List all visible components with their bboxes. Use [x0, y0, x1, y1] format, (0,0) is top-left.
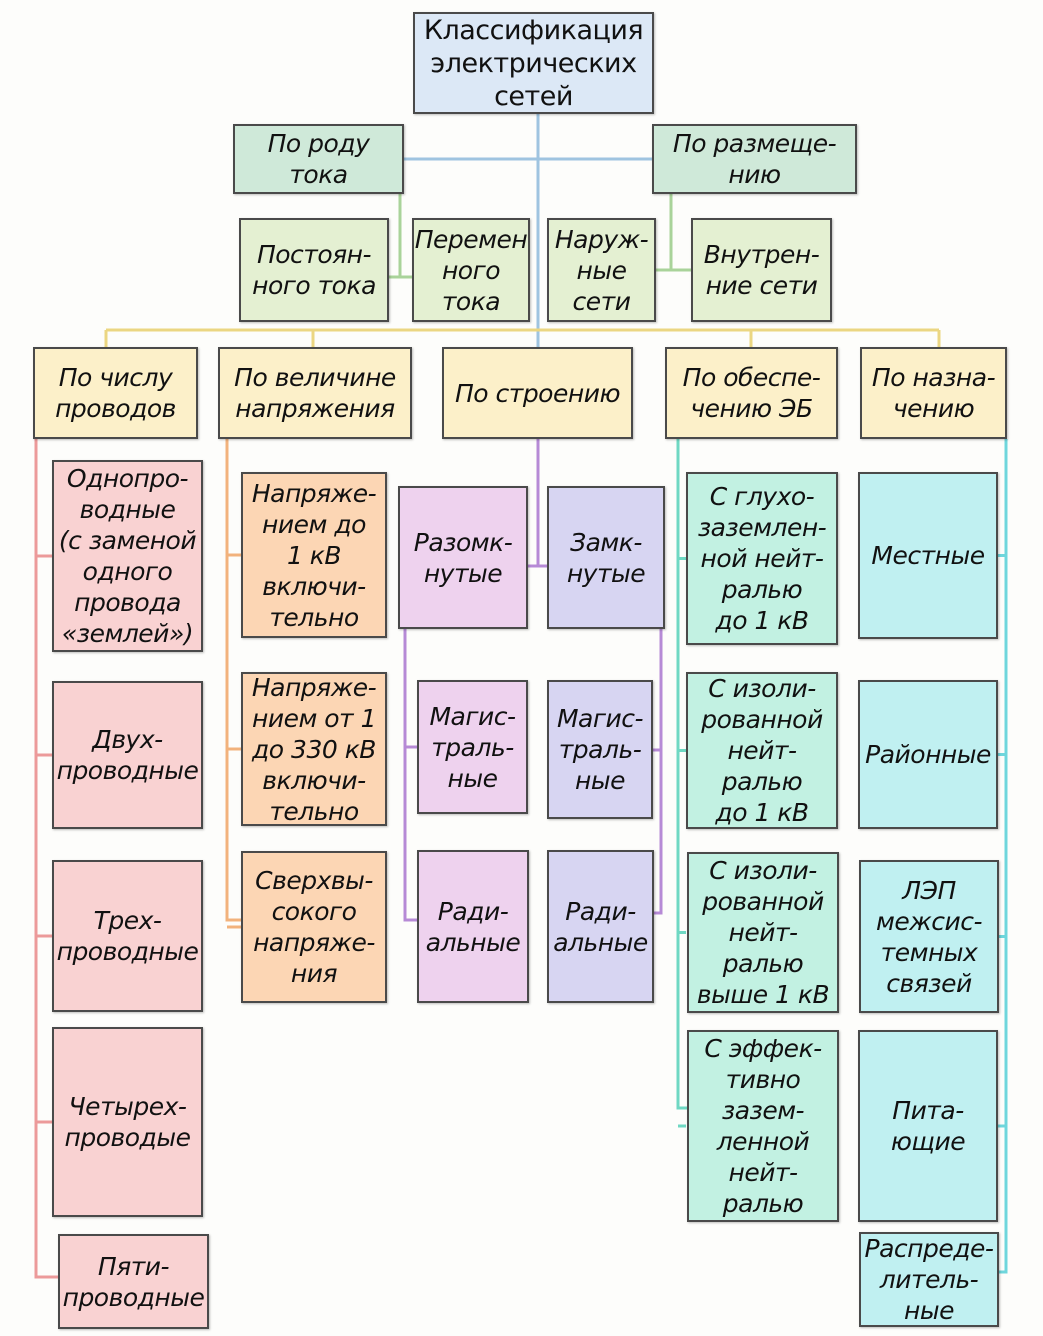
wires-item: Пяти- проводные [58, 1234, 209, 1329]
open-network-item: Разомк- нутые [398, 486, 528, 629]
safety-item: С изоли- рованной нейт- ралью выше 1 кВ [687, 852, 839, 1013]
criteria-node: По строению [442, 347, 633, 439]
closed-network-item: Магис- траль- ные [547, 680, 653, 819]
purpose-item: Распреде- литель- ные [859, 1232, 999, 1327]
wires-item: Двух- проводные [52, 681, 203, 829]
closed-network-item: Замк- нутые [547, 486, 665, 629]
level2-node: Наруж- ные сети [547, 218, 656, 322]
placement-line [656, 194, 673, 272]
voltage-branch-line [225, 439, 241, 922]
level2-node: Постоян- ного тока [239, 218, 389, 322]
closed-branch-line [654, 629, 663, 915]
safety-branch-line [676, 439, 687, 1110]
level2-node: Внутрен- ние сети [691, 218, 832, 322]
criteria-node: По обеспе- чению ЭБ [665, 347, 838, 439]
open-network-item: Магис- траль- ные [417, 680, 528, 814]
level1-node: По размеще- нию [652, 124, 857, 194]
wires-item: Четырех- проводые [52, 1027, 203, 1217]
open-branch-line [403, 629, 417, 922]
criteria-node: По числу проводов [33, 347, 198, 439]
purpose-branch-line [999, 439, 1008, 1274]
root-node: Классификация электрических сетей [413, 12, 654, 114]
voltage-item: Напряже- нием до 1 кВ включи- тельно [241, 472, 387, 638]
safety-item: С эффек- тивно зазем- ленной нейт- ралью [687, 1030, 839, 1222]
purpose-item: Местные [858, 472, 998, 639]
wires-branch-line [34, 439, 58, 1279]
purpose-item: Пита- ющие [858, 1030, 998, 1222]
criteria-node: По назна- чению [860, 347, 1007, 439]
safety-item: С глухо- заземлен- ной нейт- ралью до 1 … [686, 472, 838, 645]
voltage-item: Напряже- нием от 1 до 330 кВ включи- тел… [241, 672, 387, 826]
closed-network-item: Ради- альные [547, 850, 654, 1003]
voltage-item: Сверхвы- сокого напряже- ния [241, 851, 387, 1003]
level1-node: По роду тока [233, 124, 404, 194]
purpose-item: Районные [858, 680, 998, 829]
purpose-item: ЛЭП межсис- темных связей [859, 860, 999, 1013]
open-network-item: Ради- альные [417, 850, 529, 1003]
wires-item: Трех- проводные [52, 860, 203, 1012]
safety-item: С изоли- рованной нейт- ралью до 1 кВ [686, 672, 838, 829]
wires-item: Однопро- водные (с заменой одного провод… [52, 460, 203, 652]
criteria-node: По величине напряжения [218, 347, 412, 439]
current-type-line [389, 194, 402, 279]
level2-node: Перемен ного тока [412, 218, 530, 322]
